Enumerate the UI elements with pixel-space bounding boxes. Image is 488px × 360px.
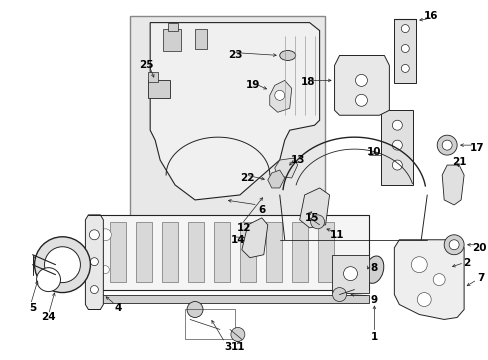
Polygon shape [85, 215, 103, 310]
Circle shape [310, 215, 324, 229]
Text: 12: 12 [236, 223, 251, 233]
Bar [92, 215, 368, 289]
Bar [331, 255, 368, 293]
Circle shape [90, 285, 98, 293]
Ellipse shape [364, 256, 383, 283]
Text: 6: 6 [258, 205, 265, 215]
Polygon shape [242, 218, 267, 258]
Text: 15: 15 [304, 213, 318, 223]
Circle shape [35, 237, 90, 293]
Text: 20: 20 [471, 243, 486, 253]
Bar [381, 110, 412, 185]
Text: 11: 11 [230, 342, 244, 352]
Text: 8: 8 [370, 263, 377, 273]
Bar [240, 222, 255, 282]
Circle shape [355, 94, 366, 106]
Bar [136, 222, 152, 282]
Text: 16: 16 [423, 11, 438, 21]
Circle shape [410, 257, 427, 273]
Bar [393, 19, 415, 84]
Text: 10: 10 [366, 147, 381, 157]
Bar [110, 222, 126, 282]
Ellipse shape [279, 50, 295, 60]
Bar [168, 23, 178, 31]
Circle shape [34, 256, 41, 264]
Bar [184, 310, 234, 339]
Circle shape [443, 235, 463, 255]
Circle shape [401, 64, 408, 72]
Polygon shape [274, 158, 297, 178]
Text: 11: 11 [329, 230, 344, 240]
Circle shape [391, 120, 402, 130]
Text: 1: 1 [370, 332, 377, 342]
Polygon shape [441, 165, 463, 205]
Bar [148, 80, 170, 98]
Text: 5: 5 [29, 302, 36, 312]
Text: 14: 14 [230, 235, 244, 245]
Bar [265, 222, 281, 282]
Circle shape [401, 45, 408, 53]
Text: 23: 23 [227, 50, 242, 60]
Circle shape [37, 268, 61, 292]
Text: 22: 22 [240, 173, 255, 183]
Circle shape [349, 260, 359, 270]
Bar [163, 28, 181, 50]
Bar [317, 222, 333, 282]
Circle shape [391, 160, 402, 170]
Circle shape [355, 75, 366, 86]
Circle shape [89, 230, 99, 240]
Polygon shape [267, 170, 284, 188]
Text: 17: 17 [469, 143, 484, 153]
Text: 24: 24 [41, 312, 56, 323]
Text: 4: 4 [114, 302, 122, 312]
Polygon shape [269, 80, 291, 112]
Text: 19: 19 [245, 80, 260, 90]
Circle shape [448, 240, 458, 250]
Bar [162, 222, 178, 282]
Circle shape [343, 267, 357, 280]
Circle shape [274, 90, 284, 100]
Circle shape [401, 24, 408, 32]
Bar [195, 28, 206, 49]
Circle shape [187, 302, 203, 318]
Text: 9: 9 [370, 294, 377, 305]
Circle shape [441, 140, 451, 150]
Polygon shape [393, 240, 463, 319]
Circle shape [416, 293, 430, 306]
Text: 7: 7 [476, 273, 484, 283]
Circle shape [432, 274, 444, 285]
Text: 3: 3 [224, 342, 231, 352]
Bar [130, 15, 324, 245]
Circle shape [101, 266, 109, 274]
Bar [100, 294, 368, 302]
Polygon shape [150, 23, 319, 200]
Polygon shape [334, 55, 388, 115]
Bar [214, 222, 229, 282]
Text: 25: 25 [139, 60, 153, 71]
Polygon shape [299, 188, 329, 228]
Text: 2: 2 [463, 258, 470, 268]
Circle shape [332, 288, 346, 302]
Bar [291, 222, 307, 282]
Text: 21: 21 [451, 157, 466, 167]
Text: 13: 13 [290, 155, 305, 165]
Bar [148, 72, 158, 82]
Circle shape [99, 229, 111, 241]
Circle shape [230, 328, 244, 341]
Bar [188, 222, 203, 282]
Circle shape [44, 247, 80, 283]
Text: 18: 18 [300, 77, 314, 87]
Circle shape [436, 135, 456, 155]
Circle shape [391, 140, 402, 150]
Circle shape [90, 258, 98, 266]
